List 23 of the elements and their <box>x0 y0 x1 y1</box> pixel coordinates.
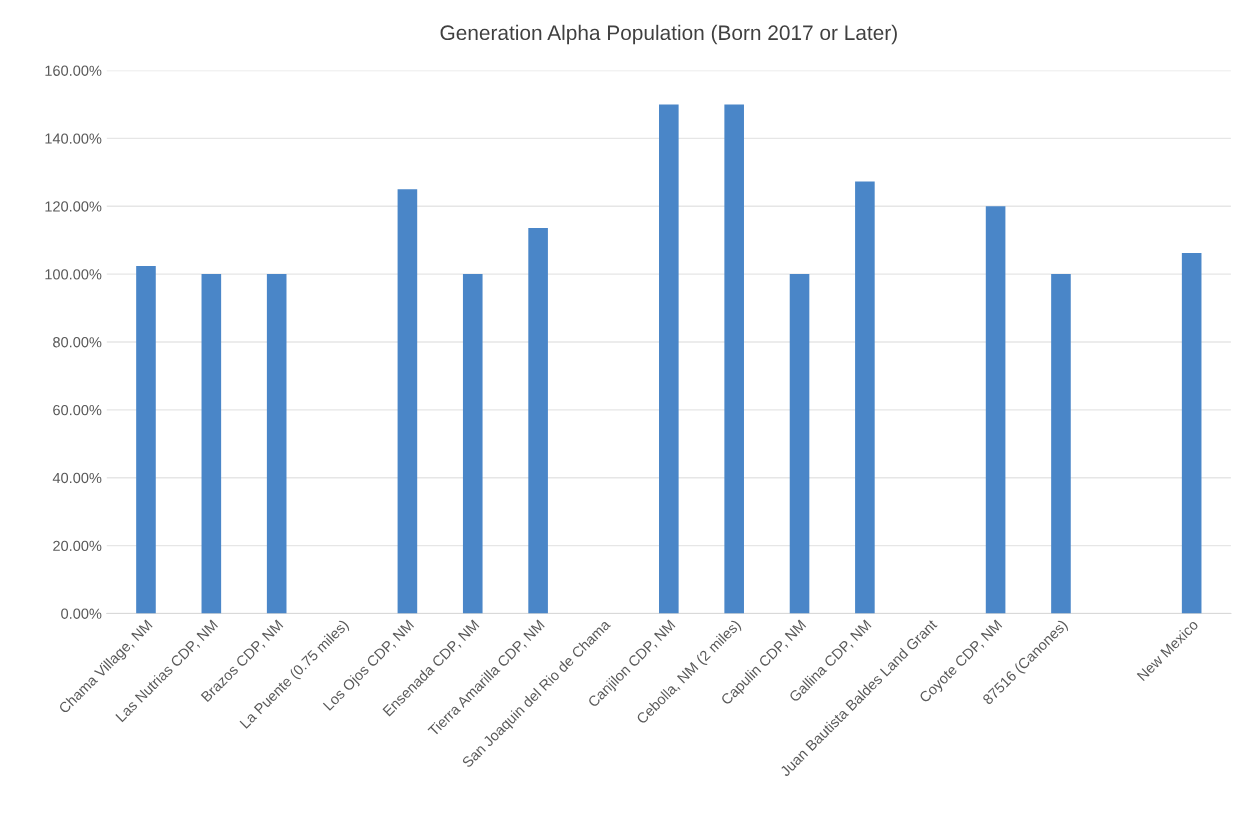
bar <box>528 227 548 614</box>
bar <box>724 104 744 614</box>
y-tick-label: 160.00% <box>45 65 102 76</box>
chart-title: Generation Alpha Population (Born 2017 or Later) <box>440 24 897 45</box>
bar <box>201 274 222 614</box>
bar <box>266 274 287 614</box>
bar <box>1051 274 1071 614</box>
bar <box>462 274 483 614</box>
bar <box>659 104 679 614</box>
bar <box>136 265 156 614</box>
bar <box>397 189 418 614</box>
bar <box>985 206 1006 614</box>
y-tick-label: 140.00% <box>45 133 102 144</box>
y-tick-label: 40.00% <box>52 472 102 484</box>
y-tick-label: 80.00% <box>53 337 102 348</box>
bar <box>1181 253 1202 614</box>
y-tick-label: 20.00% <box>53 540 102 552</box>
y-tick-label: 120.00% <box>45 201 102 212</box>
y-tick-label: 60.00% <box>53 404 102 416</box>
y-tick-label: 100.00% <box>45 269 102 280</box>
bar <box>855 181 875 614</box>
y-tick-label: 0.00% <box>61 608 102 619</box>
bar <box>789 274 810 614</box>
